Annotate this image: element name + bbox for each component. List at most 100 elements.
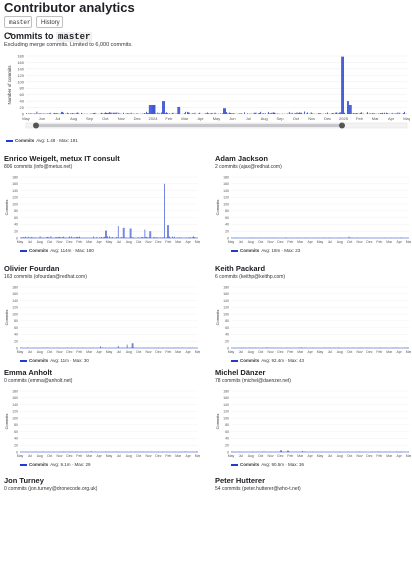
history-button[interactable]: History [36, 16, 63, 28]
y-tick-label: 160 [223, 292, 229, 296]
commit-bar [118, 113, 119, 114]
x-tick-label: Nov [57, 454, 63, 458]
x-tick-label: Jul [328, 454, 333, 458]
commit-bar [167, 113, 168, 114]
commit-bar [167, 225, 168, 238]
commit-bar [333, 113, 334, 114]
y-tick-label: 40 [225, 223, 229, 227]
x-tick-label: May [106, 240, 113, 244]
commit-bar [380, 113, 381, 114]
commit-bar [275, 113, 276, 114]
commit-bar [162, 101, 163, 114]
commit-bar [343, 57, 344, 114]
x-tick-label: Mar [181, 116, 189, 121]
commits-heading: Commits to master [4, 31, 92, 42]
commit-bar [356, 113, 357, 114]
commit-bar [281, 450, 282, 452]
x-tick-label: Mar [175, 454, 182, 458]
commit-bar [298, 113, 299, 114]
commit-bar [56, 113, 57, 114]
commit-bar [165, 113, 166, 114]
commit-bar [198, 113, 199, 114]
commit-bar [332, 113, 333, 114]
x-tick-label: Oct [258, 350, 263, 354]
range-slider-handle-right[interactable] [339, 123, 345, 129]
x-tick-label: Jul [55, 116, 60, 121]
commit-bar [107, 113, 108, 114]
commit-bar [277, 113, 278, 114]
commit-bar [244, 112, 245, 114]
x-tick-label: Oct [47, 350, 52, 354]
y-tick-label: 20 [225, 230, 229, 234]
x-tick-label: May [406, 240, 411, 244]
y-tick-label: 100 [12, 416, 18, 420]
y-tick-label: 20 [14, 444, 18, 448]
commit-bar [359, 113, 360, 114]
x-tick-label: Oct [102, 116, 109, 121]
y-tick-label: 40 [14, 437, 18, 441]
x-tick-label: Jul [28, 240, 33, 244]
contributor-summary: 0 commits (emma@anholt.net) [4, 378, 72, 384]
commit-bar [159, 113, 160, 114]
x-tick-label: Aug [126, 454, 132, 458]
page-title: Contributor analytics [4, 0, 135, 15]
y-axis-label: Commits [215, 414, 220, 430]
x-tick-label: Feb [356, 116, 364, 121]
contributor-summary: 6 commits (keithp@keithp.com) [215, 274, 285, 280]
x-tick-label: Apr [307, 240, 313, 244]
contributor-name: Emma Anholt [4, 368, 52, 377]
commit-bar [75, 113, 76, 114]
branch-dropdown[interactable]: master ▾ [4, 16, 32, 28]
commit-bar [254, 113, 255, 114]
commit-bar [185, 112, 186, 114]
commit-bar [337, 113, 338, 114]
x-tick-label: Feb [165, 350, 171, 354]
commit-bar [130, 229, 131, 238]
commit-bar [263, 113, 264, 114]
commit-bar [348, 101, 349, 114]
commit-bar [320, 113, 321, 114]
commit-bar [382, 113, 383, 114]
commit-bar [35, 113, 36, 114]
x-tick-label: Jul [28, 350, 33, 354]
legend-swatch [20, 360, 27, 362]
x-tick-label: Nov [146, 350, 152, 354]
range-slider-handle-left[interactable] [33, 123, 39, 129]
x-tick-label: Feb [76, 350, 82, 354]
legend-label: Commits [29, 462, 48, 467]
y-tick-label: 80 [20, 86, 25, 91]
x-tick-label: Feb [376, 240, 382, 244]
commit-bar [184, 113, 185, 114]
y-tick-label: 100 [223, 416, 229, 420]
commit-bar [233, 113, 234, 114]
x-tick-label: Apr [185, 240, 191, 244]
x-tick-label: Nov [268, 350, 274, 354]
commit-bar [177, 107, 178, 114]
x-tick-label: Apr [396, 240, 402, 244]
x-tick-label: Oct [293, 116, 300, 121]
commit-bar [338, 113, 339, 114]
commit-bar [178, 107, 179, 114]
commit-bar [93, 113, 94, 114]
x-tick-label: May [317, 350, 324, 354]
commit-bar [146, 112, 147, 114]
y-tick-label: 60 [225, 216, 229, 220]
commit-bar [106, 113, 107, 114]
commit-bar [259, 113, 260, 114]
commit-bar [290, 113, 291, 114]
commit-bar [101, 113, 102, 114]
y-tick-label: 100 [12, 202, 18, 206]
commit-bar [57, 113, 58, 114]
x-tick-label: Dec [155, 454, 161, 458]
y-tick-label: 140 [223, 299, 229, 303]
x-tick-label: Apr [388, 116, 395, 121]
x-tick-label: Mar [372, 116, 380, 121]
commit-bar [260, 112, 261, 114]
range-slider-selection[interactable] [36, 124, 342, 127]
commit-bar [30, 113, 31, 114]
